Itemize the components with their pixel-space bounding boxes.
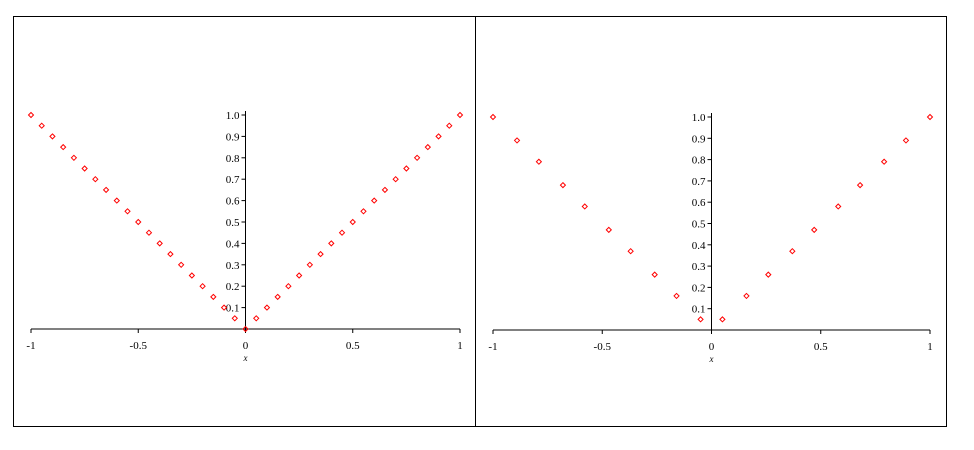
data-point <box>199 282 206 290</box>
data-point <box>489 113 497 121</box>
data-point <box>349 218 356 226</box>
data-point <box>81 165 88 172</box>
data-point <box>113 197 121 204</box>
y-tick-label: 0.5 <box>692 219 706 231</box>
data-point <box>413 154 421 162</box>
data-point <box>581 203 588 210</box>
data-point <box>605 226 613 234</box>
x-tick-label: 0 <box>709 341 715 353</box>
data-point <box>926 113 934 121</box>
data-point <box>392 175 399 183</box>
x-tick-label: -1 <box>26 340 35 352</box>
data-point <box>360 208 367 215</box>
data-point <box>424 143 432 151</box>
y-tick-label: 0.1 <box>226 303 240 315</box>
data-point <box>70 154 78 162</box>
data-point <box>274 293 281 301</box>
y-tick-label: 0.6 <box>692 197 706 209</box>
data-point <box>27 111 35 119</box>
data-point <box>789 247 796 255</box>
data-point <box>38 122 45 129</box>
y-tick-label: 0.9 <box>692 133 706 145</box>
x-tick-label: 1 <box>927 341 933 353</box>
data-point <box>49 133 56 140</box>
y-tick-label: 0.8 <box>692 155 706 167</box>
data-point <box>210 293 217 301</box>
x-axis-label: x <box>709 354 714 364</box>
data-point <box>263 304 271 311</box>
data-point <box>317 250 324 258</box>
data-point <box>220 304 228 311</box>
y-tick-label: 0.7 <box>226 174 240 186</box>
x-tick-label: 0.5 <box>346 340 360 352</box>
data-point <box>810 226 818 234</box>
data-point <box>697 316 704 323</box>
data-point <box>673 292 680 300</box>
data-point <box>835 203 842 210</box>
data-point <box>856 181 864 189</box>
y-tick-label: 0.2 <box>692 282 706 294</box>
data-point <box>403 165 410 172</box>
data-point <box>135 218 142 226</box>
x-tick-label: -0.5 <box>594 341 612 353</box>
data-point <box>285 282 292 290</box>
data-point <box>167 250 174 258</box>
data-point <box>306 261 314 269</box>
data-point <box>719 316 726 323</box>
data-point <box>765 271 772 278</box>
y-tick-label: 0.1 <box>692 304 706 316</box>
y-tick-label: 0.7 <box>692 176 706 188</box>
data-point <box>242 325 249 333</box>
x-tick-label: 0.5 <box>814 341 828 353</box>
panel-border <box>475 16 947 427</box>
data-point <box>231 315 238 322</box>
data-point <box>177 261 185 269</box>
y-tick-label: 0.8 <box>226 153 240 165</box>
data-point <box>102 186 110 194</box>
data-point <box>253 315 260 322</box>
x-tick-label: 0 <box>243 340 249 352</box>
data-point <box>124 208 131 215</box>
data-point <box>59 143 67 151</box>
y-tick-label: 1.0 <box>226 110 240 122</box>
x-tick-label: 1 <box>457 340 463 352</box>
data-point <box>535 158 543 165</box>
data-point <box>188 272 196 279</box>
data-point <box>880 158 888 165</box>
y-tick-label: 0.9 <box>226 131 240 143</box>
data-point <box>381 186 389 194</box>
data-point <box>370 197 378 204</box>
y-tick-label: 0.4 <box>226 238 240 250</box>
data-point <box>743 292 750 300</box>
x-axis-label: x <box>243 353 248 363</box>
data-point <box>435 133 442 140</box>
y-tick-label: 0.6 <box>226 196 240 208</box>
y-tick-label: 1.0 <box>692 112 706 124</box>
y-tick-label: 0.3 <box>692 261 706 273</box>
data-point <box>559 181 567 189</box>
data-point <box>651 271 658 278</box>
y-tick-label: 0.3 <box>226 260 240 272</box>
data-point <box>295 272 303 279</box>
x-tick-label: -0.5 <box>130 340 148 352</box>
data-point <box>456 111 464 119</box>
data-point <box>338 229 346 236</box>
data-point <box>446 122 453 129</box>
data-point <box>92 175 99 183</box>
y-tick-label: 0.2 <box>226 281 240 293</box>
data-point <box>145 229 153 236</box>
data-point <box>328 240 335 247</box>
data-point <box>513 137 521 144</box>
y-tick-label: 0.5 <box>226 217 240 229</box>
y-tick-label: 0.4 <box>692 240 706 252</box>
data-point <box>156 240 163 247</box>
data-point <box>627 247 634 255</box>
data-point <box>902 137 910 144</box>
x-tick-label: -1 <box>488 341 497 353</box>
